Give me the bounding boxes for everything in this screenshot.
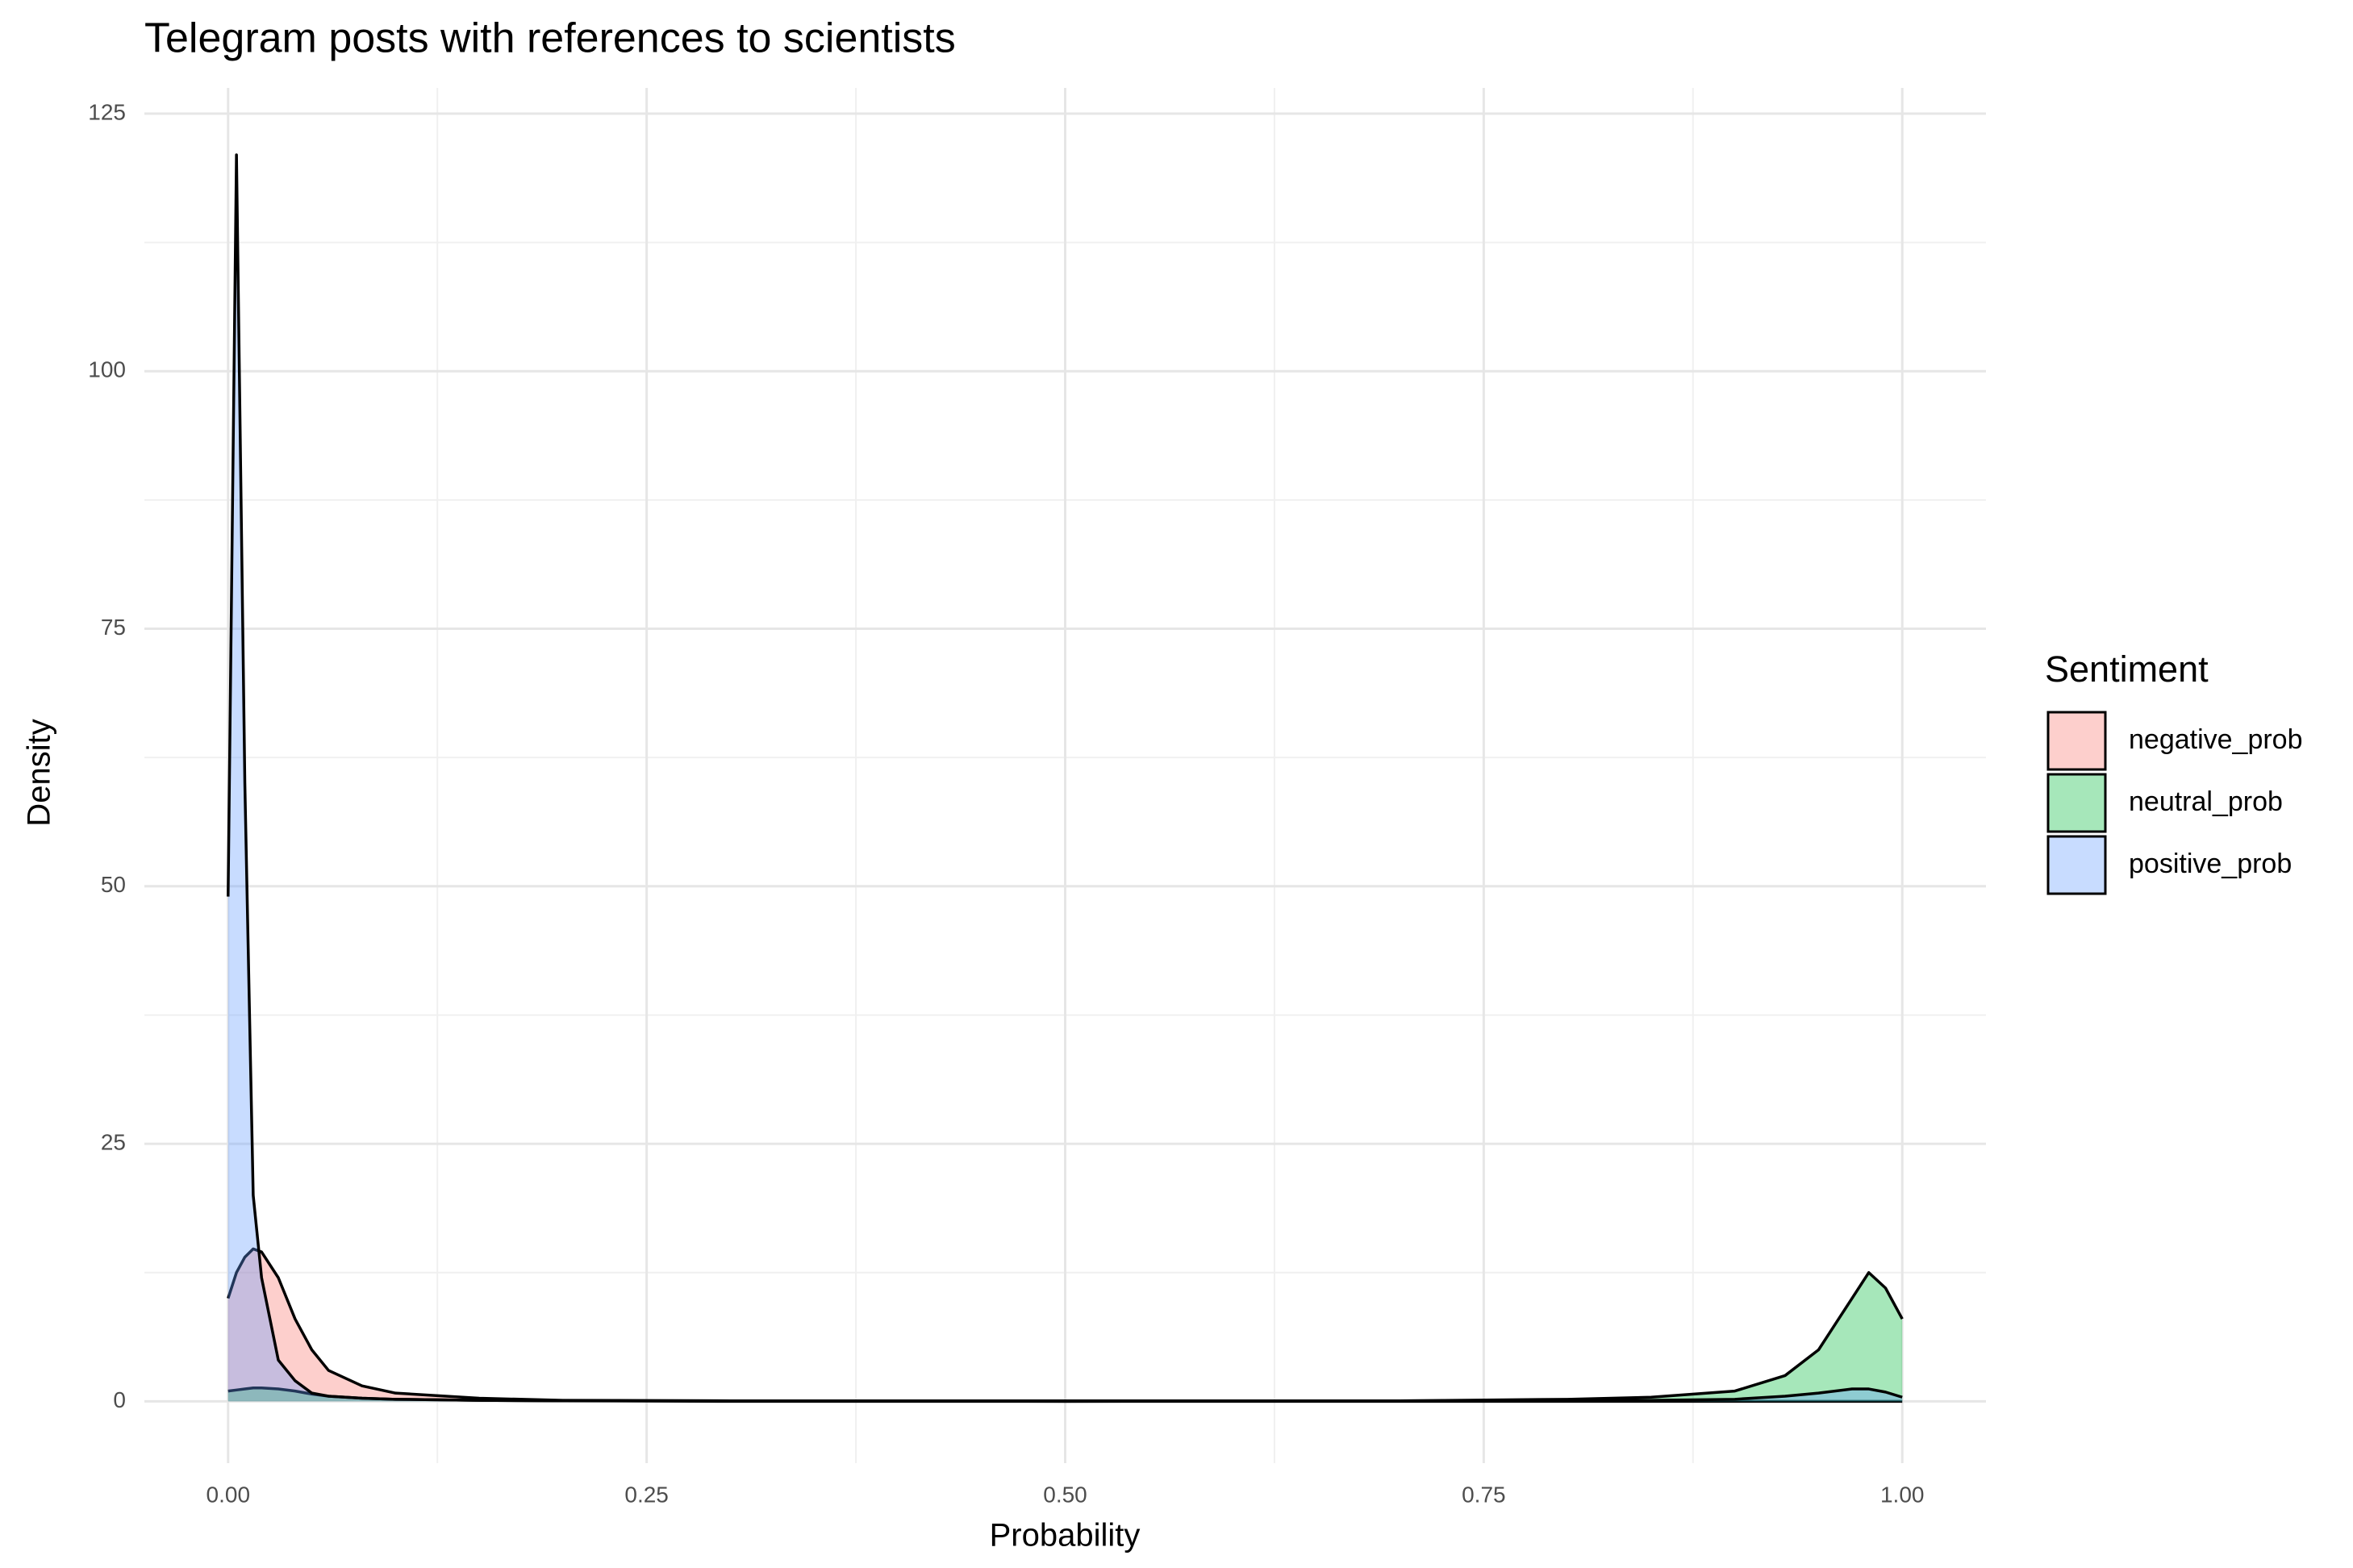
x-tick-label: 0.00 xyxy=(207,1482,251,1507)
y-tick-label: 0 xyxy=(113,1387,126,1412)
legend-key-bg xyxy=(2048,712,2105,769)
legend-key xyxy=(2046,773,2107,833)
marks xyxy=(227,153,1904,1403)
legend-key-bg xyxy=(2048,774,2105,832)
legend-key-bg xyxy=(2048,836,2105,894)
x-tick-label: 0.75 xyxy=(1462,1482,1506,1507)
y-tick-label: 50 xyxy=(101,872,126,897)
y-tick-label: 75 xyxy=(101,615,126,640)
chart-title: Telegram posts with references to scient… xyxy=(144,15,956,62)
legend-label: neutral_prob xyxy=(2129,786,2283,817)
x-tick-label: 0.50 xyxy=(1043,1482,1087,1507)
legend-label: negative_prob xyxy=(2129,724,2303,755)
x-axis-title: Probability xyxy=(990,1518,1141,1553)
x-tick-label: 0.25 xyxy=(624,1482,669,1507)
y-tick-label: 25 xyxy=(101,1129,126,1154)
y-axis-title: Density xyxy=(22,719,57,826)
y-tick-label: 125 xyxy=(88,99,126,124)
y-tick-label: 100 xyxy=(88,357,126,382)
legend-title: Sentiment xyxy=(2045,648,2209,690)
density-line xyxy=(227,153,1903,1403)
x-tick-label: 1.00 xyxy=(1880,1482,1925,1507)
grid xyxy=(144,88,1986,1463)
legend-key xyxy=(2046,835,2107,895)
legend-key xyxy=(2046,711,2107,771)
legend-label: positive_prob xyxy=(2129,849,2292,879)
